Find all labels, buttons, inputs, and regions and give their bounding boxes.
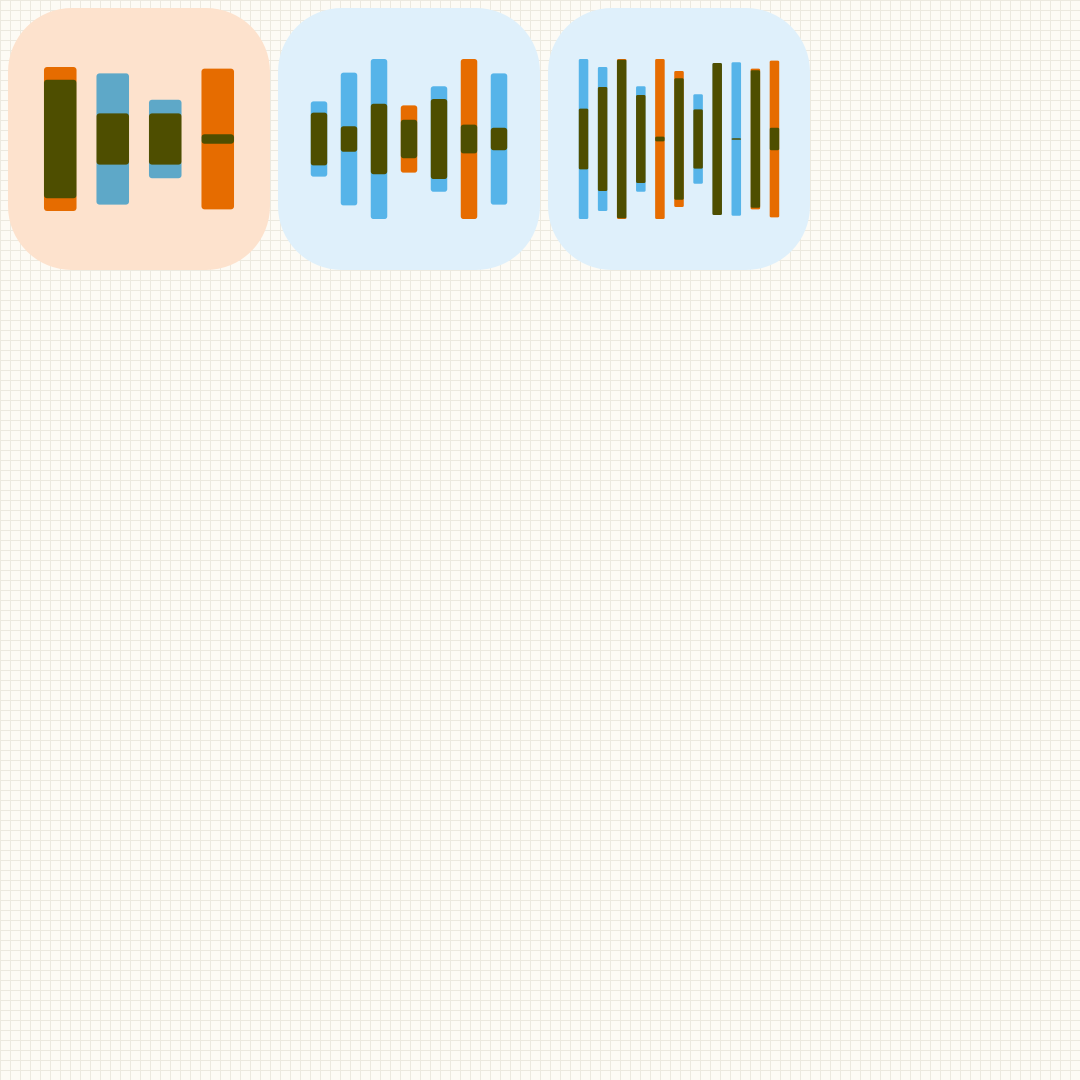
bar-inner bbox=[490, 127, 508, 151]
bar-inner bbox=[310, 112, 328, 166]
bar-inner bbox=[674, 78, 684, 200]
bar-tile bbox=[548, 8, 810, 270]
bar-inner bbox=[597, 87, 608, 191]
bar-inner bbox=[148, 113, 182, 165]
bar-inner bbox=[578, 108, 589, 170]
bar-inner bbox=[43, 79, 77, 199]
tile-bars bbox=[578, 59, 780, 219]
bar-tile bbox=[278, 8, 540, 270]
bar-inner bbox=[370, 103, 388, 175]
bar-inner bbox=[655, 136, 665, 142]
bar-inner bbox=[400, 119, 418, 159]
tile-bars bbox=[43, 67, 235, 211]
bar-inner bbox=[636, 95, 646, 183]
bar-inner bbox=[340, 126, 358, 152]
bar-inner bbox=[731, 138, 742, 140]
bar-inner bbox=[769, 127, 780, 151]
bar-inner bbox=[460, 124, 478, 154]
bar-tile bbox=[8, 8, 270, 270]
tile-bars bbox=[310, 59, 508, 219]
bar-inner bbox=[693, 109, 703, 169]
bar-inner bbox=[712, 63, 722, 215]
bar-inner bbox=[750, 70, 761, 208]
bar-inner bbox=[201, 134, 235, 144]
bar-inner bbox=[616, 59, 627, 219]
bar-inner bbox=[430, 99, 448, 179]
bar-inner bbox=[96, 113, 130, 165]
